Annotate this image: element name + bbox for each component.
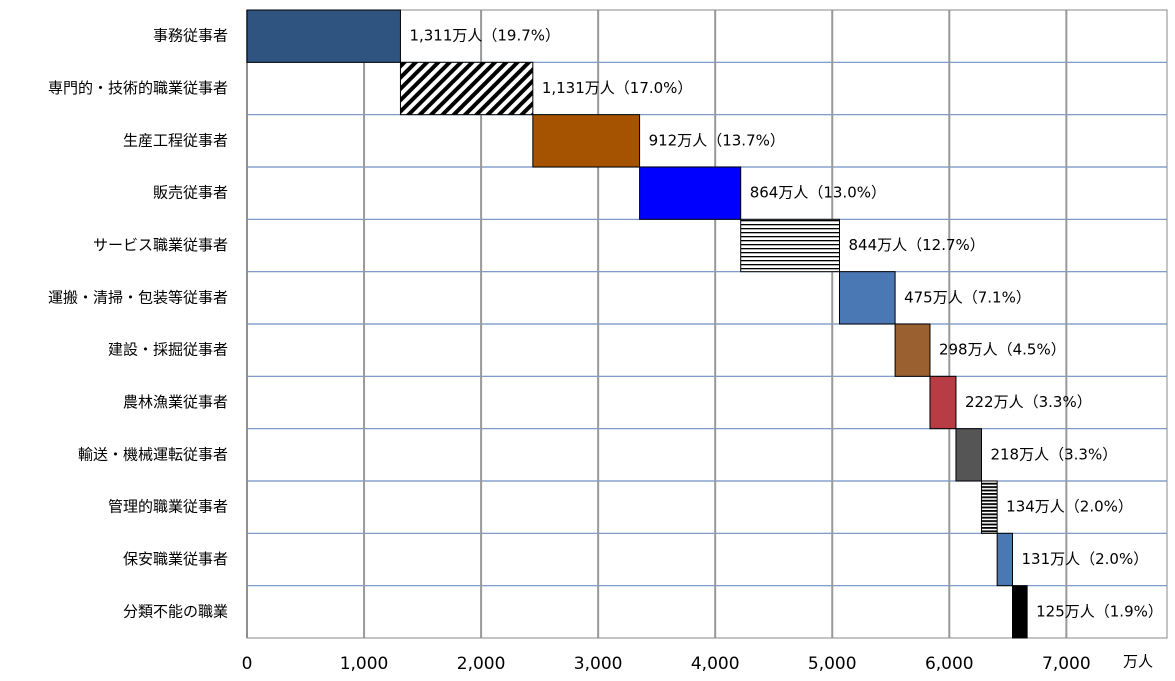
category-label: 生産工程従事者 xyxy=(123,131,228,149)
bar xyxy=(1011,585,1028,639)
bar xyxy=(894,323,931,377)
value-label: 125万人（1.9%） xyxy=(1036,602,1163,620)
category-label: 輸送・機械運転従事者 xyxy=(78,445,228,463)
value-label: 298万人（4.5%） xyxy=(939,341,1066,359)
x-tick-label: 1,000 xyxy=(340,654,389,674)
value-label: 844万人（12.7%） xyxy=(848,236,984,254)
plot-border xyxy=(246,9,1168,639)
category-label: 運搬・清掃・包装等従事者 xyxy=(48,288,228,306)
value-label: 864万人（13.0%） xyxy=(750,184,886,202)
category-label: 管理的職業従事者 xyxy=(108,498,228,516)
category-label: 建設・採掘従事者 xyxy=(108,341,228,359)
x-tick-label: 0 xyxy=(242,654,253,674)
category-label: 農林漁業従事者 xyxy=(123,393,228,411)
category-label: 専門的・技術的職業従事者 xyxy=(48,79,228,97)
bar xyxy=(929,375,957,430)
category-label: 販売従事者 xyxy=(153,184,228,202)
bar xyxy=(838,271,896,325)
x-tick-label: 4,000 xyxy=(691,654,740,674)
category-label: 分類不能の職業 xyxy=(123,602,228,620)
value-label: 475万人（7.1%） xyxy=(904,288,1031,306)
bar xyxy=(399,61,534,116)
value-label: 218万人（3.3%） xyxy=(990,445,1117,463)
bar xyxy=(980,480,998,534)
value-label: 1,131万人（17.0%） xyxy=(542,79,693,97)
bar xyxy=(996,532,1013,587)
bar xyxy=(532,114,641,168)
value-label: 912万人（13.7%） xyxy=(649,131,785,149)
bar xyxy=(639,166,742,220)
bar xyxy=(955,428,982,482)
category-label: サービス職業従事者 xyxy=(93,236,228,254)
value-label: 134万人（2.0%） xyxy=(1006,498,1133,516)
x-axis-label: 万人 xyxy=(1123,653,1153,671)
x-tick-label: 6,000 xyxy=(925,654,974,674)
x-tick-label: 2,000 xyxy=(457,654,506,674)
bar xyxy=(246,9,401,63)
category-label: 事務従事者 xyxy=(153,27,228,45)
category-label: 保安職業従事者 xyxy=(123,550,228,568)
value-label: 222万人（3.3%） xyxy=(965,393,1092,411)
x-tick-label: 3,000 xyxy=(574,654,623,674)
value-label: 131万人（2.0%） xyxy=(1021,550,1148,568)
value-label: 1,311万人（19.7%） xyxy=(409,27,560,45)
bar xyxy=(740,218,840,273)
x-tick-label: 7,000 xyxy=(1042,654,1091,674)
x-tick-label: 5,000 xyxy=(808,654,857,674)
